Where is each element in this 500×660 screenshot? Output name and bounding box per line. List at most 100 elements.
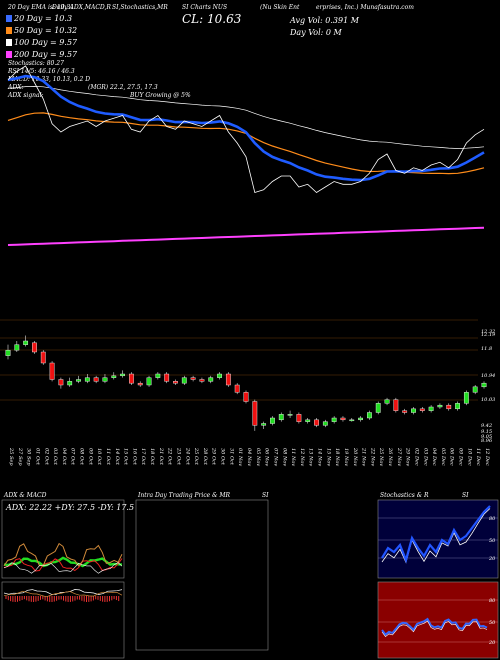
- x-tick-label: 03 Dec: [422, 448, 428, 466]
- stoch-tick-label: 80: [489, 516, 496, 522]
- candle-body: [358, 417, 363, 421]
- stoch-panel-title: Stochastics & R: [380, 492, 429, 499]
- candle-body: [481, 382, 487, 388]
- macd-value: MACD: 10.33, 10.13, 0.2 D: [8, 76, 91, 83]
- candle-body: [120, 373, 125, 377]
- x-tick-label: 01 Oct: [34, 448, 40, 466]
- adx-lines: [3, 542, 123, 574]
- rsi-signal-line: [381, 620, 488, 638]
- candle-body: [340, 417, 346, 421]
- x-tick-label: 07 Oct: [70, 448, 76, 466]
- candle-body: [446, 404, 452, 410]
- y-tick-label: 9.05: [481, 434, 492, 440]
- x-tick-label: 19 Nov: [343, 448, 349, 466]
- x-tick-label: 18 Nov: [334, 448, 340, 466]
- ema50-label: 50 Day = 10.32: [14, 26, 78, 35]
- y-tick-label: 9.42: [481, 423, 492, 429]
- candle-body: [322, 421, 328, 426]
- x-tick-label: 17 Oct: [140, 448, 146, 466]
- ema20-swatch: [6, 15, 12, 22]
- macd-line: [3, 589, 123, 595]
- adx-values: (MGR) 22.2, 27.5, 17.3: [88, 84, 158, 91]
- intraday-panel-title-right: SI: [262, 492, 269, 499]
- adx-aux-line: [3, 562, 123, 574]
- ema100-line: [7, 86, 485, 149]
- x-tick-label: 21 Nov: [361, 447, 367, 466]
- x-tick-label: 04 Oct: [61, 448, 67, 466]
- x-tick-label: 12 Dec: [484, 448, 490, 466]
- plus-di-line: [3, 556, 123, 568]
- ema20-label: 20 Day = 10.3: [14, 14, 73, 23]
- x-tick-label: 05 Nov: [255, 448, 261, 466]
- candle-body: [23, 340, 29, 345]
- x-tick-label: 11 Nov: [290, 448, 296, 466]
- y-tick-label: 12.19: [481, 332, 496, 338]
- stoch-d-line: [381, 508, 491, 564]
- candlesticks: [5, 335, 487, 431]
- adx-panel-title: ADX & MACD: [4, 492, 47, 499]
- candle-body: [93, 377, 99, 382]
- x-tick-label: 09 Oct: [87, 448, 93, 466]
- x-tick-label: 04 Dec: [431, 448, 437, 466]
- candle-body: [129, 373, 134, 384]
- y-tick-label: 9.15: [481, 429, 492, 435]
- x-tick-label: 29 Oct: [211, 447, 217, 466]
- stoch-tick-label: 50: [489, 538, 496, 544]
- x-tick-label: 13 Nov: [308, 448, 314, 466]
- candle-body: [428, 406, 434, 411]
- header-company: (Nu Skin Ent: [260, 4, 300, 11]
- stoch-tick-label: 20: [488, 556, 496, 562]
- candle-body: [367, 412, 372, 419]
- rsi-lines: 80 50 20: [378, 598, 498, 646]
- x-tick-label: 30 Oct: [220, 448, 226, 466]
- x-tick-label: 07 Nov: [272, 448, 278, 466]
- candle-body: [472, 386, 478, 393]
- header-indicators-label: Daily ADX,MACD,R: [52, 4, 111, 11]
- x-tick-label: 02 Oct: [43, 448, 49, 466]
- date-x-ticks: 25 Sep 27 Sep 30 Sep 01 Oct 02 Oct 03 Oct 04 O…: [8, 447, 490, 466]
- macd-panel: [1, 581, 125, 659]
- candle-body: [155, 373, 161, 378]
- candle-body: [190, 377, 196, 380]
- macd-lines: [3, 589, 123, 602]
- candle-body: [102, 377, 108, 382]
- x-tick-label: 01 Nov: [237, 448, 243, 466]
- y-tick-label: 11.8: [481, 346, 492, 352]
- candle-body: [305, 419, 311, 422]
- candle-body: [375, 403, 381, 413]
- x-tick-label: 27 Nov: [396, 447, 402, 466]
- stochastics-value: Stochastics: 80.27: [8, 60, 64, 67]
- day-volume: Day Vol: 0 M: [290, 28, 342, 37]
- x-tick-label: 10 Oct: [96, 448, 102, 466]
- adx-panel-values: ADX: 22.22 +DY: 27.5 -DY: 17.5: [6, 503, 135, 512]
- x-tick-label: 12 Nov: [299, 448, 305, 466]
- candle-body: [455, 403, 460, 410]
- ema200-line: [7, 226, 485, 246]
- x-tick-label: 08 Oct: [79, 448, 85, 466]
- x-tick-label: 30 Sep: [26, 448, 32, 466]
- ema100-swatch: [6, 39, 12, 46]
- stoch-panel: [377, 499, 499, 579]
- x-tick-label: 16 Oct: [131, 448, 137, 466]
- candle-body: [111, 375, 117, 378]
- stoch-panel-title-right: SI: [462, 492, 469, 499]
- x-tick-label: 06 Dec: [449, 448, 455, 466]
- candle-body: [32, 342, 37, 353]
- x-tick-label: 02 Dec: [413, 448, 419, 466]
- candle-body: [252, 401, 258, 426]
- candle-body: [261, 423, 267, 426]
- candle-body: [208, 377, 214, 382]
- candle-body: [419, 408, 425, 411]
- intraday-panel: [135, 499, 269, 651]
- ema100-label: 100 Day = 9.57: [14, 38, 78, 47]
- candle-body: [146, 377, 152, 386]
- rsi-value: RSI 14/5: 46.16 / 46.3: [8, 68, 75, 75]
- x-tick-label: 22 Nov: [369, 447, 375, 466]
- x-tick-label: 27 Sep: [17, 447, 23, 466]
- ema-lines: [7, 65, 485, 246]
- candle-body: [181, 377, 187, 384]
- adx-signal: BUY Growing @ 5%: [130, 92, 191, 99]
